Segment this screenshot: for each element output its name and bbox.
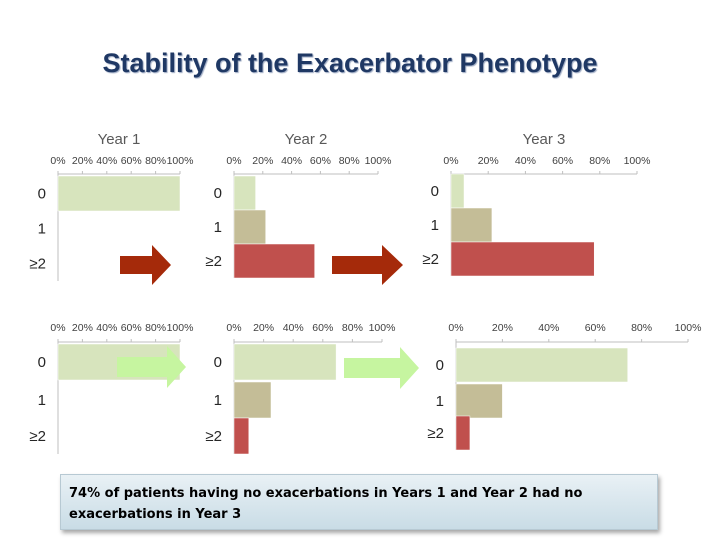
- callout-box: 74% of patients having no exacerbations …: [60, 474, 658, 530]
- red-arrow-1-shape: [120, 245, 171, 285]
- category-label: 1: [214, 219, 222, 236]
- panel-top-year3: Year 3 0% 20% 40% 60% 80% 100% 0 1 ≥2: [418, 126, 678, 291]
- category-label: 0: [431, 183, 439, 200]
- tick-label: 100%: [167, 322, 194, 334]
- panel-bottom-year3: 0% 20% 40% 60% 80% 100% 0 1 ≥2: [418, 310, 708, 460]
- tick-label: 0%: [448, 322, 463, 334]
- category-label: ≥2: [205, 428, 222, 445]
- red-arrow-2-shape: [332, 245, 403, 285]
- slide-title: Stability of the Exacerbator Phenotype: [102, 48, 598, 78]
- panel-bottom-year2: 0% 20% 40% 60% 80% 100% 0 1 ≥2: [205, 310, 410, 460]
- bar-1: [455, 383, 503, 419]
- panel-top-year2: Year 2 0% 20% 40% 60% 80% 100% 0 1 ≥2: [205, 126, 410, 291]
- green-arrow-2-shape: [344, 347, 419, 389]
- tick-label: 20%: [478, 155, 499, 167]
- tick-label: 60%: [121, 322, 142, 334]
- bar-1: [233, 209, 266, 245]
- green-arrow-2: [344, 347, 419, 389]
- bar-1: [450, 207, 493, 243]
- category-label: 1: [214, 392, 222, 409]
- bar-2: [455, 415, 471, 451]
- red-arrow-2: [332, 245, 403, 285]
- bar-2: [233, 417, 250, 455]
- tick-label: 40%: [96, 155, 117, 167]
- chart-top-year3: Year 3 0% 20% 40% 60% 80% 100% 0 1 ≥2: [422, 131, 651, 277]
- tick-label: 60%: [121, 155, 142, 167]
- tick-label: 100%: [167, 155, 194, 167]
- tick-label: 0%: [50, 155, 65, 167]
- tick-label: 60%: [310, 155, 331, 167]
- category-label: ≥2: [29, 256, 46, 273]
- tick-label: 20%: [492, 322, 513, 334]
- tick-label: 40%: [538, 322, 559, 334]
- bar-0: [57, 175, 181, 212]
- tick-label: 20%: [253, 322, 274, 334]
- tick-label: 0%: [226, 322, 241, 334]
- category-label: 0: [436, 357, 444, 374]
- tick-label: 60%: [585, 322, 606, 334]
- tick-label: 0%: [443, 155, 458, 167]
- tick-label: 100%: [369, 322, 396, 334]
- tick-label: 20%: [252, 155, 273, 167]
- tick-label: 40%: [283, 322, 304, 334]
- category-label: 1: [38, 392, 46, 409]
- tick-label: 40%: [281, 155, 302, 167]
- bar-0: [455, 347, 628, 383]
- tick-label: 80%: [145, 322, 166, 334]
- chart-title: Year 1: [98, 131, 141, 148]
- category-label: 1: [38, 221, 46, 238]
- bar-1: [233, 381, 272, 419]
- bar-0: [233, 343, 337, 381]
- chart-top-year1: Year 1 0% 20% 40% 60% 80% 100% 0 1 ≥2: [29, 131, 194, 281]
- red-arrow-1: [120, 245, 171, 285]
- tick-label: 40%: [96, 322, 117, 334]
- category-label: ≥2: [427, 425, 444, 442]
- tick-label: 0%: [50, 322, 65, 334]
- bar-2: [450, 241, 595, 277]
- tick-label: 20%: [72, 322, 93, 334]
- category-label: ≥2: [205, 253, 222, 270]
- tick-label: 60%: [552, 155, 573, 167]
- tick-label: 60%: [312, 322, 333, 334]
- bar-0: [233, 175, 256, 211]
- panel-top-year1: Year 1 0% 20% 40% 60% 80% 100% 0 1 ≥2: [29, 126, 205, 291]
- category-label: 0: [214, 354, 222, 371]
- tick-label: 80%: [589, 155, 610, 167]
- tick-label: 100%: [624, 155, 651, 167]
- category-label: ≥2: [422, 251, 439, 268]
- chart-title: Year 2: [285, 131, 328, 148]
- green-arrow-1: [117, 346, 186, 388]
- tick-label: 80%: [631, 322, 652, 334]
- tick-label: 80%: [342, 322, 363, 334]
- tick-label: 20%: [72, 155, 93, 167]
- chart-bottom-year3: 0% 20% 40% 60% 80% 100% 0 1 ≥2: [427, 322, 702, 451]
- chart-bottom-year2: 0% 20% 40% 60% 80% 100% 0 1 ≥2: [205, 322, 396, 455]
- green-arrow-1-shape: [117, 346, 186, 388]
- bar-2: [233, 243, 315, 279]
- tick-label: 100%: [675, 322, 702, 334]
- bar-0: [450, 173, 465, 209]
- chart-title: Year 3: [523, 131, 566, 148]
- tick-label: 80%: [339, 155, 360, 167]
- category-label: ≥2: [29, 428, 46, 445]
- category-label: 1: [431, 217, 439, 234]
- category-label: 1: [436, 393, 444, 410]
- chart-top-year2: Year 2 0% 20% 40% 60% 80% 100% 0 1 ≥2: [205, 131, 392, 279]
- tick-label: 0%: [226, 155, 241, 167]
- tick-label: 100%: [365, 155, 392, 167]
- category-label: 0: [38, 186, 46, 203]
- category-label: 0: [214, 185, 222, 202]
- tick-label: 80%: [145, 155, 166, 167]
- category-label: 0: [38, 354, 46, 371]
- tick-label: 40%: [515, 155, 536, 167]
